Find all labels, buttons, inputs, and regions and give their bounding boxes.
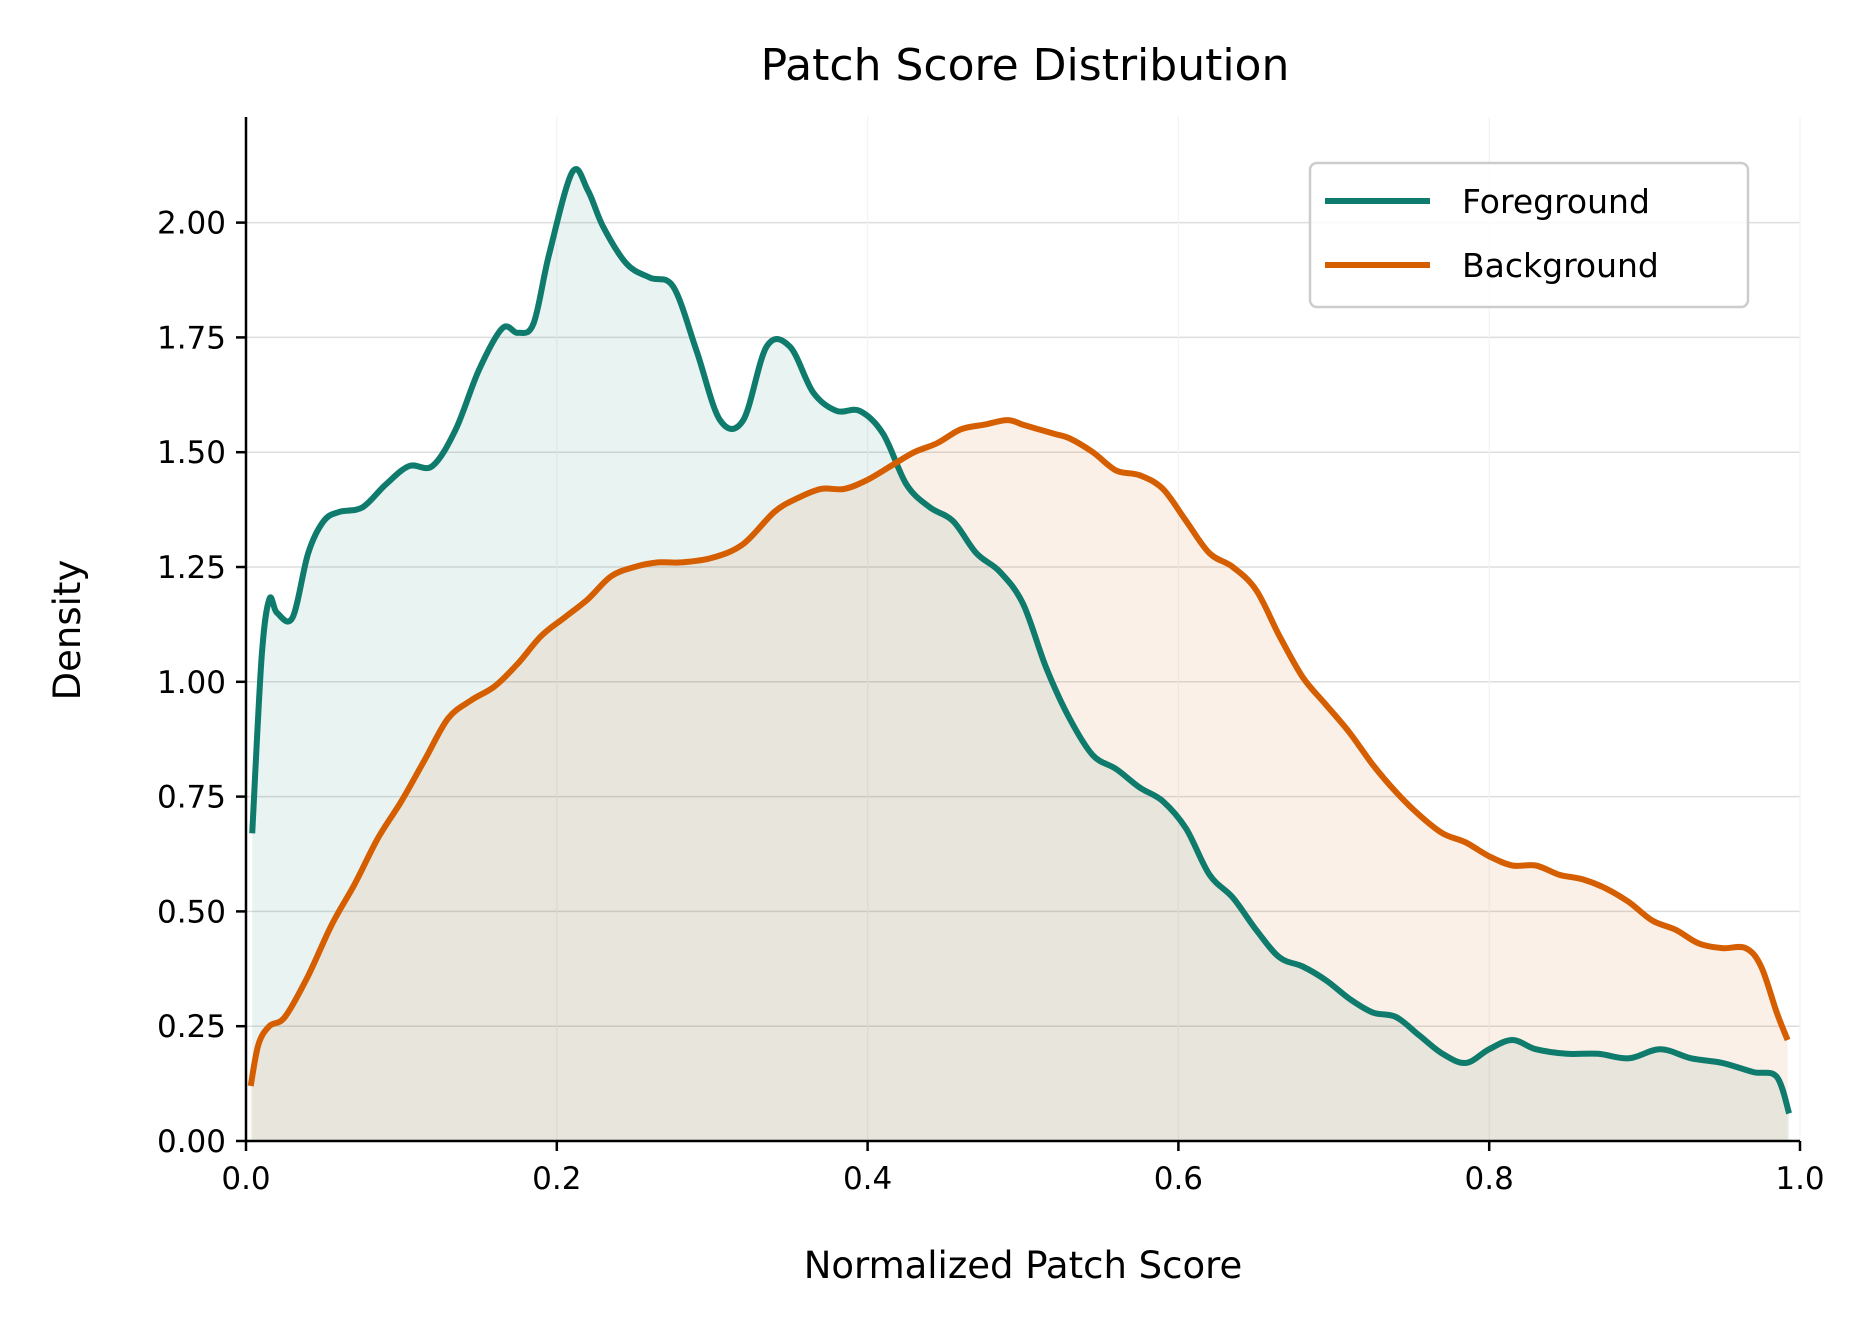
legend: Foreground Background	[1308, 161, 1750, 309]
x-tick-label: 0.8	[1465, 1161, 1514, 1197]
y-tick-label: 0.50	[157, 894, 226, 930]
y-tick-label: 2.00	[157, 206, 226, 242]
y-tick-label: 0.25	[157, 1009, 226, 1045]
density-fill-background	[250, 420, 1788, 1142]
y-tick-label: 1.75	[157, 320, 226, 356]
x-tick-label: 0.4	[843, 1161, 892, 1197]
chart-title: Patch Score Distribution	[761, 40, 1290, 91]
x-axis-ticks: 0.0 0.2 0.4 0.6 0.8 1.0	[221, 1141, 1825, 1197]
legend-label-foreground: Foreground	[1462, 182, 1650, 221]
y-axis-label: Density	[46, 560, 89, 701]
density-fills	[250, 169, 1790, 1142]
x-axis-label: Normalized Patch Score	[804, 1244, 1243, 1287]
density-lines	[247, 166, 1792, 1115]
y-axis-ticks: 0.00 0.25 0.50 0.75 1.00 1.25 1.50 1.75 2.00	[157, 206, 246, 1160]
y-tick-label: 1.00	[157, 665, 226, 701]
x-tick-label: 0.2	[532, 1161, 581, 1197]
x-tick-label: 1.0	[1775, 1161, 1824, 1197]
density-line-foreground	[249, 166, 1792, 1115]
y-tick-label: 1.50	[157, 435, 226, 471]
y-tick-label: 0.75	[157, 780, 226, 816]
y-tick-label: 1.25	[157, 550, 226, 586]
x-tick-label: 0.6	[1154, 1161, 1203, 1197]
x-tick-label: 0.0	[221, 1161, 270, 1197]
y-tick-label: 0.00	[157, 1124, 226, 1160]
legend-label-background: Background	[1462, 246, 1659, 285]
density-line-background	[247, 417, 1791, 1087]
density-fill-foreground	[252, 169, 1790, 1141]
